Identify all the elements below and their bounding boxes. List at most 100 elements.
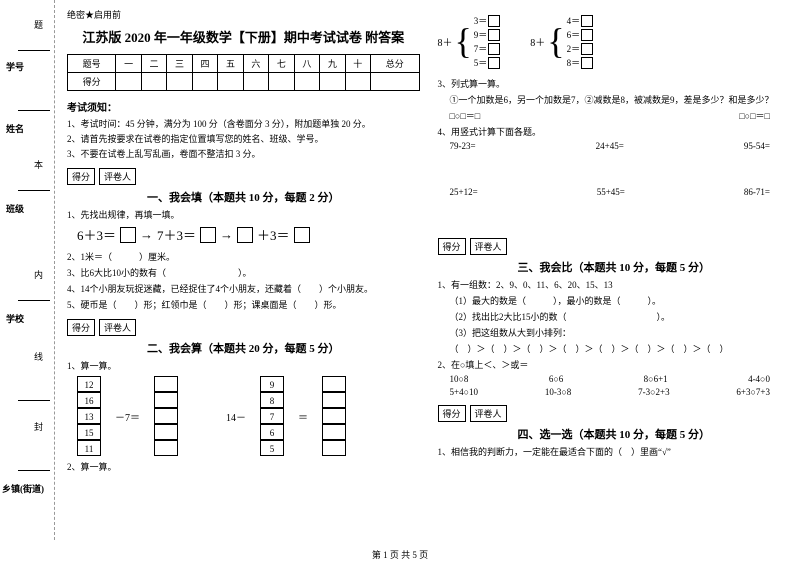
rv3: 6 — [260, 424, 284, 440]
bind-i0: 题 — [34, 18, 43, 31]
req: ＝ — [298, 409, 308, 424]
brace-a: { — [455, 27, 472, 56]
q3bb: □○□＝□ — [739, 109, 770, 122]
lv0: 12 — [77, 376, 101, 392]
s2q2: 2、算一算。 — [67, 460, 420, 473]
q3a: ①一个加数是6，另一个加数是7，②减数是8，被减数是9，差是多少？和是多少？ — [438, 93, 791, 106]
left-column: 绝密★启用前 江苏版 2020 年一年级数学【下册】期中考试试卷 附答案 题号 … — [67, 8, 420, 540]
s3r2a: 5+4○10 — [450, 387, 479, 397]
s3q2: 2、在○填上＜、＞或＝ — [438, 358, 791, 371]
rop: 14－ — [226, 409, 246, 424]
q4r2b: 55+45= — [597, 187, 625, 197]
s1q2: 2、1米＝（ ）厘米。 — [67, 250, 420, 263]
sh7: 七 — [269, 55, 294, 73]
s3r1b: 6○6 — [549, 374, 563, 384]
lead-a: 8＋ — [438, 34, 453, 49]
sec3-title: 三、我会比（本题共 10 分，每题 5 分） — [438, 259, 791, 275]
score-table: 题号 一 二 三 四 五 六 七 八 九 十 总分 得分 — [67, 54, 420, 91]
s3r1d: 4-4○0 — [748, 374, 770, 384]
rater-box-3: 评卷人 — [470, 238, 507, 255]
bind-i6: 学校 — [6, 312, 24, 325]
score-box-2: 得分 — [67, 319, 95, 336]
q4r2a: 25+12= — [450, 187, 478, 197]
q3ba: □○□＝□ — [450, 109, 481, 122]
q4r1b: 24+45= — [596, 141, 624, 151]
lead-b: 8＋ — [530, 34, 545, 49]
right-column: 8＋ { 3＝ 9＝ 7＝ 5＝ 8＋ { 4＝ 6＝ 2＝ — [438, 8, 791, 540]
rater-box-4: 评卷人 — [470, 405, 507, 422]
eqc: ＋3＝ — [257, 225, 290, 244]
lv2: 13 — [77, 408, 101, 424]
sh11: 总分 — [371, 55, 419, 73]
notice-3: 3、不要在试卷上乱写乱画，卷面不整洁扣 3 分。 — [67, 147, 420, 160]
s3a: （1）最大的数是（ ），最小的数是（ ）。 — [438, 294, 791, 307]
q4r2c: 86-71= — [744, 187, 770, 197]
notice-2: 2、请首先按要求在试卷的指定位置填写您的姓名、班级、学号。 — [67, 132, 420, 145]
s4q1: 1、相信我的判断力，一定能在最适合下面的（ ）里画“√” — [438, 445, 791, 458]
rater-box-2: 评卷人 — [99, 319, 136, 336]
lv3: 15 — [77, 424, 101, 440]
eqa: 6＋3＝ — [77, 225, 116, 244]
ra3: 5＝ — [474, 56, 488, 69]
sh9: 九 — [320, 55, 345, 73]
rv1: 8 — [260, 392, 284, 408]
arrow-2: → — [220, 227, 233, 243]
rv0: 9 — [260, 376, 284, 392]
bind-i9: 乡镇(街道) — [2, 482, 44, 495]
sh1: 一 — [116, 55, 141, 73]
exam-title: 江苏版 2020 年一年级数学【下册】期中考试试卷 附答案 — [67, 27, 420, 46]
sh0: 题号 — [68, 55, 116, 73]
s3r2d: 6+3○7+3 — [736, 387, 770, 397]
bind-i2: 姓名 — [6, 122, 24, 135]
s1q4: 4、14个小朋友玩捉迷藏，已经捉住了4个小朋友，还藏着（ ）个小朋友。 — [67, 282, 420, 295]
sh4: 四 — [192, 55, 217, 73]
secret-label: 绝密★启用前 — [67, 8, 420, 21]
s1q5: 5、硬币是（ ）形；红领巾是（ ）形；课桌面是（ ）形。 — [67, 298, 420, 311]
sh5: 五 — [218, 55, 243, 73]
page-footer: 第 1 页 共 5 页 — [0, 548, 800, 561]
sh10: 十 — [345, 55, 370, 73]
s1q1: 1、先找出规律，再填一填。 — [67, 208, 420, 221]
bind-i3: 本 — [34, 158, 43, 171]
rv4: 5 — [260, 440, 284, 456]
notice-1: 1、考试时间：45 分钟，满分为 100 分（含卷面分 3 分），附加题单独 2… — [67, 117, 420, 130]
s3r2c: 7-3○2+3 — [638, 387, 670, 397]
bind-i4: 班级 — [6, 202, 24, 215]
lv1: 16 — [77, 392, 101, 408]
lv4: 11 — [77, 440, 101, 456]
s3r2b: 10-3○8 — [545, 387, 571, 397]
calc-block: 12 16 13 15 11 －7＝ 14－ 9 8 7 6 5 — [77, 376, 420, 456]
s3line: （ ）＞（ ）＞（ ）＞（ ）＞（ ）＞（ ）＞（ ）＞（ ） — [438, 342, 791, 355]
q4t: 4、用竖式计算下面各题。 — [438, 125, 791, 138]
score-box-4: 得分 — [438, 405, 466, 422]
rb0: 4＝ — [567, 14, 581, 27]
arrow-1: → — [140, 227, 153, 243]
sh3: 三 — [167, 55, 192, 73]
bind-i7: 线 — [34, 350, 43, 363]
lop: －7＝ — [115, 409, 140, 424]
s3b: （2）找出比2大比15小的数（ ）。 — [438, 310, 791, 323]
notice-header: 考试须知： — [67, 99, 420, 114]
s3r1a: 10○8 — [450, 374, 469, 384]
score-row-label: 得分 — [68, 73, 116, 91]
rb2: 2＝ — [567, 42, 581, 55]
score-box: 得分 — [67, 168, 95, 185]
rb1: 6＝ — [567, 28, 581, 41]
sec2-title: 二、我会算（本题共 20 分，每题 5 分） — [67, 340, 420, 356]
s3c: （3）把这组数从大到小排列： — [438, 326, 791, 339]
q3t: 3、列式算一算。 — [438, 77, 791, 90]
s3q1: 1、有一组数：2、9、0、11、6、20、15、13 — [438, 278, 791, 291]
brace-row: 8＋ { 3＝ 9＝ 7＝ 5＝ 8＋ { 4＝ 6＝ 2＝ — [438, 14, 791, 69]
rater-box: 评卷人 — [99, 168, 136, 185]
rb3: 8＝ — [567, 56, 581, 69]
sh2: 二 — [141, 55, 166, 73]
rv2: 7 — [260, 408, 284, 424]
eqb: 7＋3＝ — [157, 225, 196, 244]
binding-margin: 题 学号 姓名 本 班级 内 学校 线 封 乡镇(街道) — [0, 0, 55, 540]
ra2: 7＝ — [474, 42, 488, 55]
eq-line: 6＋3＝ → 7＋3＝ → ＋3＝ — [77, 225, 420, 244]
score-box-3: 得分 — [438, 238, 466, 255]
brace-b: { — [547, 27, 564, 56]
q4r1c: 95-54= — [744, 141, 770, 151]
bind-i5: 内 — [34, 268, 43, 281]
